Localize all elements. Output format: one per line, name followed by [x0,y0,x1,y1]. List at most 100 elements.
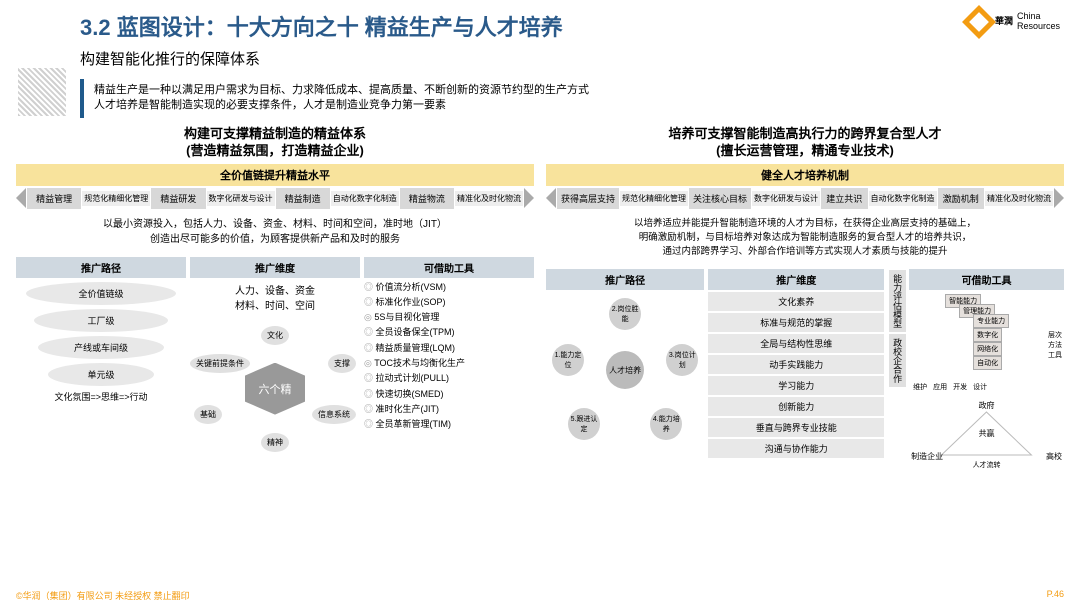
dim-text: 人力、设备、资金材料、时间、空间 [190,278,360,320]
right-band: 健全人才培养机制 [546,164,1064,186]
left-band: 全价值链提升精益水平 [16,164,534,186]
left-col1: 推广路径 全价值链级 工厂级 产线或车间级 单元级 文化氛围=>思维=>行动 [16,257,186,454]
tool-item: 拉动式计划(PULL) [364,371,534,386]
dimension-list: 文化素养 标准与规范的掌握 全局与结构性思维 动手实践能力 学习能力 创新能力 … [708,292,884,458]
funnel-item: 产线或车间级 [38,336,164,359]
arrow-right-icon [524,188,534,208]
arrow-item: 规范化精细化管理 [82,191,150,206]
tool-item: 精益质量管理(LQM) [364,341,534,356]
arrow-item: 建立共识 [821,188,867,209]
description-box: 精益生产是一种以满足用户需求为目标、力求降低成本、提高质量、不断创新的资源节约型… [80,79,1020,118]
dim-item: 全局与结构性思维 [708,334,884,353]
arrow-item: 精益研发 [151,188,205,209]
arrow-item: 激励机制 [938,188,984,209]
right-body-text: 以培养适应并能提升智能制造环境的人才为目标，在获得企业高层支持的基础上，明确激励… [546,211,1064,266]
logo-text-en: ChinaResources [1017,12,1060,32]
funnel-item: 单元级 [48,363,154,386]
dim-item: 垂直与跨界专业技能 [708,418,884,437]
arrow-right-icon [1054,188,1064,208]
col-header: 可借助工具 [909,269,1064,290]
circle-node: 3.岗位计划 [666,344,698,376]
desc-line1: 精益生产是一种以满足用户需求为目标、力求降低成本、提高质量、不断创新的资源节约型… [94,83,1010,98]
dim-item: 沟通与协作能力 [708,439,884,458]
hex-node: 支撑 [328,354,356,373]
hex-node: 关键前提条件 [190,354,250,373]
arrow-item: 精益管理 [27,188,81,209]
right-column: 培养可支撑智能制造高执行力的跨界复合型人才 (擅长运营管理，精通专业技术) 健全… [546,126,1064,471]
dim-item: 创新能力 [708,397,884,416]
hex-node: 信息系统 [312,405,356,424]
arrow-item: 精准化及时化物流 [455,191,523,206]
side-label: 政校企合作 [889,334,906,387]
tool-item: 快速切换(SMED) [364,387,534,402]
cube-label: 数字化 [973,328,1002,342]
tri-node: 制造企业 [911,451,943,462]
tri-node: 高校 [1046,451,1062,462]
arrow-item: 数字化研发与设计 [207,191,275,206]
dim-item: 标准与规范的掌握 [708,313,884,332]
dim-item: 学习能力 [708,376,884,395]
left-section-title: 构建可支撑精益制造的精益体系 (营造精益氛围，打造精益企业) [16,126,534,160]
col-header: 可借助工具 [364,257,534,278]
tool-list: 价值流分析(VSM) 标准化作业(SOP) 5S与目视化管理 全员设备保全(TP… [364,278,534,435]
side-label: 能力评估模型 [889,270,906,332]
col-header: 推广维度 [190,257,360,278]
hex-node: 基础 [194,405,222,424]
right-section-title: 培养可支撑智能制造高执行力的跨界复合型人才 (擅长运营管理，精通专业技术) [546,126,1064,160]
funnel-item: 全价值链级 [26,282,176,305]
tool-item: 价值流分析(VSM) [364,280,534,295]
left-col3: 可借助工具 价值流分析(VSM) 标准化作业(SOP) 5S与目视化管理 全员设… [364,257,534,454]
decorative-icon [18,68,66,116]
cube-diagram: 智能能力 管理能力 专业能力 数字化 网络化 自动化 维护应用开发设计 层次方法… [909,290,1064,400]
arrow-left-icon [16,188,26,208]
col-header: 推广维度 [708,269,884,290]
funnel-caption: 文化氛围=>思维=>行动 [16,390,186,403]
tool-item: 标准化作业(SOP) [364,295,534,310]
logo-text-cn: 華潤 [995,16,1013,26]
col-header: 推广路径 [546,269,704,290]
circle-node: 5.跟进认定 [568,408,600,440]
page-title: 3.2 蓝图设计：十大方向之十 精益生产与人才培养 [80,10,1056,42]
col-header: 推广路径 [16,257,186,278]
hexagon-diagram: 六个精 支撑 信息系统 精神 基础 关键前提条件 文化 [190,324,360,454]
arrow-item: 获得高层支持 [557,188,619,209]
circle-node: 4.能力培养 [650,408,682,440]
left-col2: 推广维度 人力、设备、资金材料、时间、空间 六个精 支撑 信息系统 精神 基础 … [190,257,360,454]
cube-label: 网络化 [973,342,1002,356]
desc-line2: 人才培养是智能制造实现的必要支撑条件，人才是制造业竞争力第一要素 [94,98,1010,113]
logo: 華潤 ChinaResources [967,10,1060,34]
arrow-item: 数字化研发与设计 [752,191,820,206]
tool-item: 全员设备保全(TPM) [364,325,534,340]
arrow-left-icon [546,188,556,208]
hex-node: 精神 [261,433,289,452]
left-column: 构建可支撑精益制造的精益体系 (营造精益氛围，打造精益企业) 全价值链提升精益水… [16,126,534,471]
footer-copyright: ©华润（集团）有限公司 未经授权 禁止翻印 [16,589,190,602]
arrow-item: 自动化数字化制造 [331,191,399,206]
cube-label: 专业能力 [973,314,1009,328]
right-col3: 能力评估模型 政校企合作 可借助工具 智能能力 管理能力 专业能力 数字化 网络… [888,269,1064,470]
hex-center: 六个精 [245,363,305,415]
tri-node: 政府 [979,400,995,411]
arrow-item: 关注核心目标 [689,188,751,209]
logo-icon [962,5,996,39]
arrow-item: 精益物流 [400,188,454,209]
footer: ©华润（集团）有限公司 未经授权 禁止翻印 P.46 [16,589,1064,602]
arrow-item: 精益制造 [276,188,330,209]
arrow-item: 自动化数字化制造 [869,191,937,206]
tri-caption: 人才流转 [973,460,1001,470]
cube-axis-x: 维护应用开发设计 [913,382,987,392]
right-arrow-row: 获得高层支持 规范化精细化管理 关注核心目标 数字化研发与设计 建立共识 自动化… [546,188,1064,209]
funnel-item: 工厂级 [34,309,168,332]
cube-label: 自动化 [973,356,1002,370]
page-subtitle: 构建智能化推行的保障体系 [80,48,1056,69]
hex-node: 文化 [261,326,289,345]
triangle-diagram: 政府 共赢 制造企业 高校 人才流转 [909,400,1064,470]
page-number: P.46 [1047,589,1064,602]
cube-axis-side: 层次方法工具 [1048,330,1062,360]
circle-node: 1.能力定位 [552,344,584,376]
dim-item: 动手实践能力 [708,355,884,374]
arrow-item: 精准化及时化物流 [985,191,1053,206]
left-arrow-row: 精益管理 规范化精细化管理 精益研发 数字化研发与设计 精益制造 自动化数字化制… [16,188,534,209]
right-col2: 推广维度 文化素养 标准与规范的掌握 全局与结构性思维 动手实践能力 学习能力 … [708,269,884,470]
tool-item: 5S与目视化管理 [364,310,534,325]
